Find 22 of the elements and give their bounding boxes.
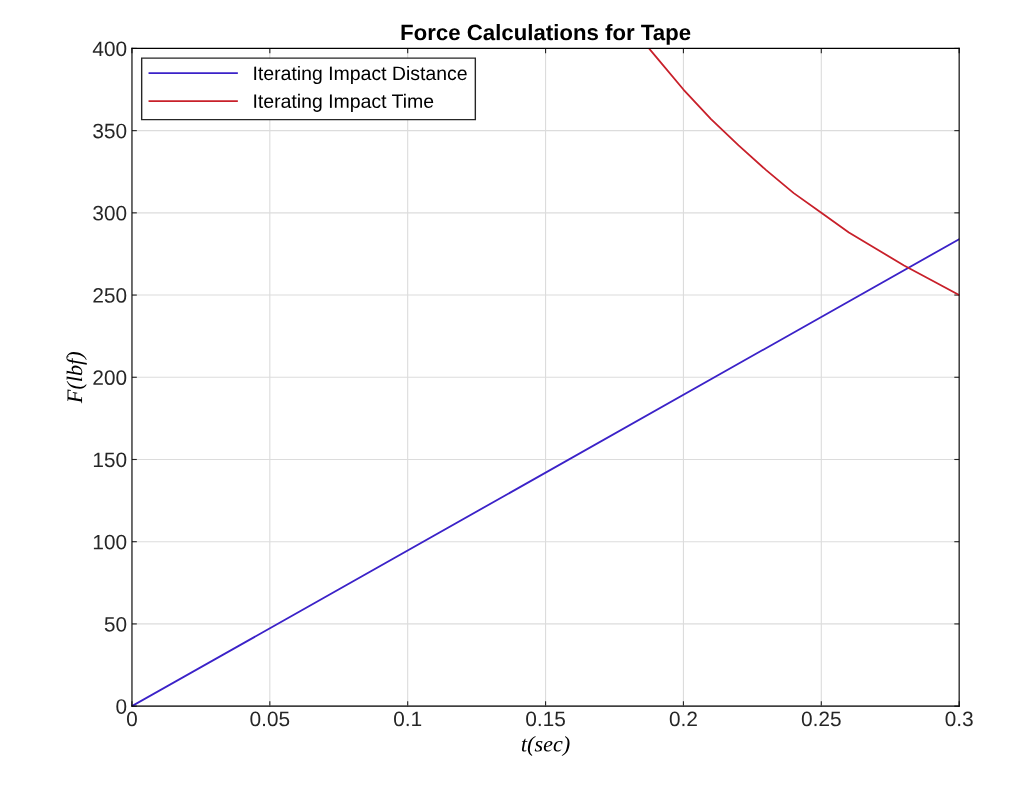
x-tick-label: 0.2: [669, 711, 697, 727]
x-tick-label: 0: [126, 711, 137, 727]
y-tick-label: 0: [116, 699, 127, 714]
y-tick-label: 200: [93, 370, 127, 386]
line-series: [648, 48, 960, 296]
x-tick-label: 0.15: [526, 711, 565, 727]
y-tick-label: 100: [93, 534, 127, 550]
y-tick-label: 50: [104, 616, 127, 632]
y-tick-label: 400: [92, 41, 127, 57]
y-tick-label: 250: [93, 288, 127, 303]
y-axis-title: F(lbf): [66, 352, 87, 404]
legend-label: Iterating Impact Distance: [254, 65, 467, 85]
x-tick-label: 0.25: [801, 711, 841, 727]
x-tick-label: 0.1: [394, 711, 422, 727]
y-tick-label: 300: [93, 205, 127, 221]
legend-label: Iterating Impact Time: [254, 93, 434, 112]
x-axis-title: t(sec): [521, 735, 570, 757]
y-tick-label: 150: [93, 452, 127, 468]
x-tick-label: 0.3: [945, 711, 973, 727]
x-tick-label: 0.05: [250, 711, 290, 727]
chart-title: Force Calculations for Tape: [401, 23, 691, 45]
y-tick-label: 350: [93, 123, 127, 139]
